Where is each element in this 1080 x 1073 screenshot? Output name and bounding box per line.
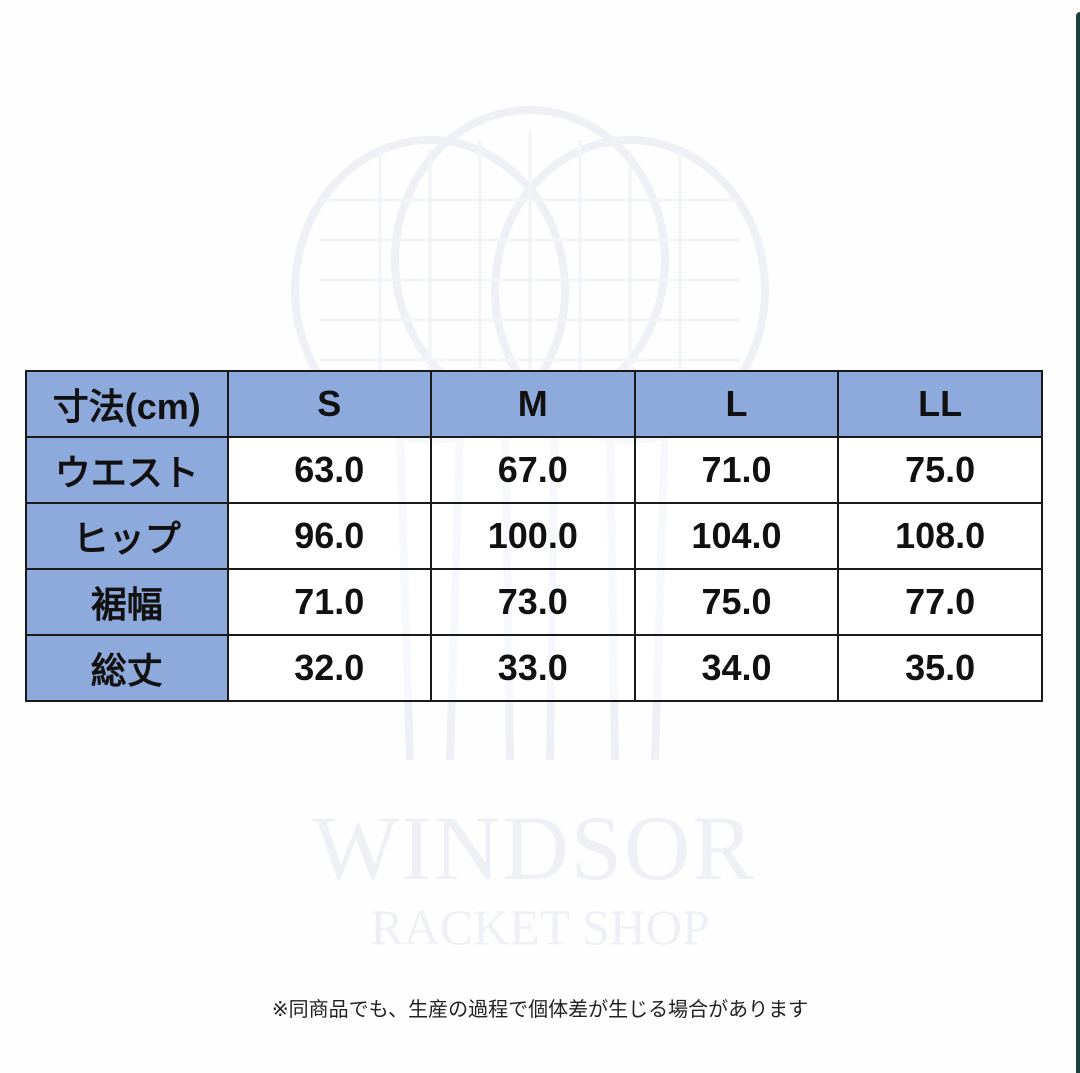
table-cell: 67.0 (429, 436, 636, 504)
table-row: 総丈 32.0 33.0 34.0 35.0 (25, 634, 1043, 702)
table-header-row: 寸法(cm) S M L LL (25, 370, 1043, 438)
header-cell: LL (837, 370, 1043, 438)
row-label: 裾幅 (25, 568, 229, 636)
disclaimer-note: ※同商品でも、生産の過程で個体差が生じる場合があります (271, 999, 809, 1021)
table-cell: 104.0 (633, 502, 840, 570)
table-cell: 34.0 (633, 634, 840, 702)
table-cell: 63.0 (226, 436, 432, 504)
header-cell: M (429, 370, 636, 438)
window-edge (1076, 12, 1080, 1073)
table-cell: 75.0 (837, 436, 1043, 504)
table-row: 裾幅 71.0 73.0 75.0 77.0 (25, 568, 1043, 636)
table-row: ウエスト 63.0 67.0 71.0 75.0 (25, 436, 1043, 504)
table-cell: 108.0 (837, 502, 1043, 570)
table-cell: 33.0 (429, 634, 636, 702)
table-cell: 73.0 (429, 568, 636, 636)
watermark-subtitle: RACKET SHOP (370, 899, 710, 955)
header-cell: S (226, 370, 432, 438)
table-cell: 71.0 (226, 568, 432, 636)
table-cell: 100.0 (429, 502, 636, 570)
table-cell: 32.0 (226, 634, 432, 702)
table-cell: 77.0 (837, 568, 1043, 636)
size-table: 寸法(cm) S M L LL ウエスト 63.0 67.0 71.0 75.0… (25, 370, 1043, 702)
table-cell: 71.0 (633, 436, 840, 504)
header-cell: 寸法(cm) (25, 370, 229, 438)
table-cell: 96.0 (226, 502, 432, 570)
table-cell: 35.0 (837, 634, 1043, 702)
header-cell: L (633, 370, 840, 438)
row-label: 総丈 (25, 634, 229, 702)
row-label: ウエスト (25, 436, 229, 504)
table-row: ヒップ 96.0 100.0 104.0 108.0 (25, 502, 1043, 570)
table-cell: 75.0 (633, 568, 840, 636)
watermark-title: WINDSOR (312, 797, 756, 899)
row-label: ヒップ (25, 502, 229, 570)
